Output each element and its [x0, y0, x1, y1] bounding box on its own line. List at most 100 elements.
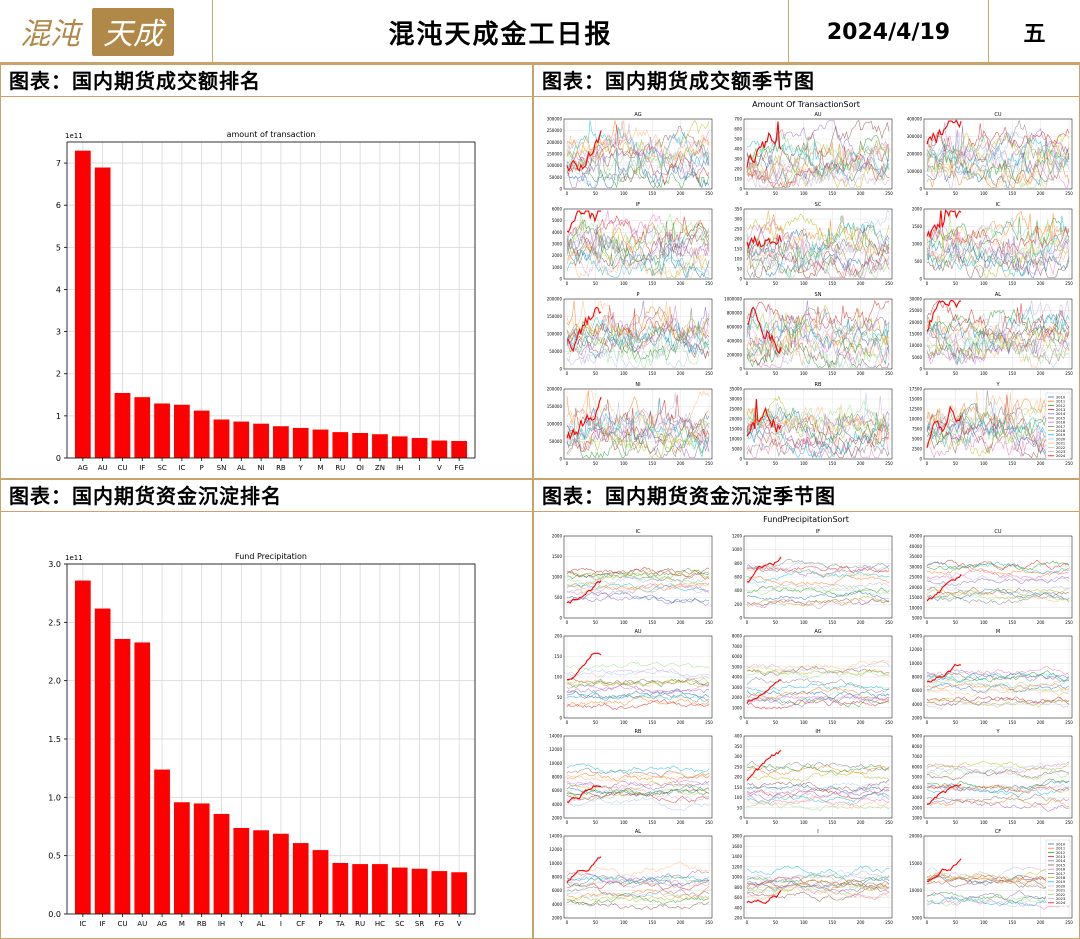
series-line-2017 — [926, 119, 1070, 164]
series-line-2012 — [566, 893, 710, 907]
x-tick-label: P — [318, 920, 322, 928]
x-tick-label: 200 — [677, 620, 685, 625]
y-tick-label: 200000 — [547, 140, 563, 145]
series-line-2015 — [746, 665, 890, 676]
series-line-2019 — [566, 583, 710, 593]
y-tick-label: 17500 — [909, 387, 922, 392]
legend-label: 2019 — [1056, 880, 1066, 884]
series-line-2022 — [926, 335, 1070, 364]
subplot-ni: NI 0 50000 100000 150000 200000 0 50 100 150 200 25… — [547, 382, 714, 466]
x-tick-label: 100 — [980, 191, 988, 196]
x-tick-label: IC — [178, 464, 185, 472]
subplot-title: SN — [815, 292, 822, 298]
x-tick-label: 0 — [566, 281, 569, 286]
series-line-2020 — [746, 869, 890, 885]
x-tick-label: CU — [117, 920, 127, 928]
x-tick-label: 200 — [1037, 281, 1045, 286]
series-line-2020 — [566, 151, 710, 188]
y-tick-label: 2000 — [912, 805, 923, 810]
series-line-2021 — [926, 590, 1070, 603]
series-line-2016 — [566, 417, 710, 450]
x-tick-label: 200 — [1037, 461, 1045, 466]
x-tick-label: 50 — [773, 720, 779, 725]
plot-frame — [923, 388, 1073, 460]
bar-au — [94, 167, 112, 459]
series-line-2017 — [566, 767, 710, 779]
series-line-2013 — [926, 559, 1070, 570]
series-line-2018 — [566, 570, 710, 581]
bar-fg — [450, 440, 468, 459]
subplot-if: IF 0 1000 2000 3000 4000 5000 6000 0 50 100 150 200 2… — [552, 202, 713, 286]
y-tick-label: 50000 — [549, 439, 562, 444]
subplot-au: AU 0 100 200 300 400 500 600 700 0 50 100 150 200 250 — [734, 112, 893, 196]
y-tick-label: 10000 — [549, 861, 562, 866]
subplot-title: AU — [634, 629, 641, 635]
series-line-2014 — [566, 300, 710, 341]
y-tick-label: 100 — [734, 795, 742, 800]
series-line-2020 — [746, 329, 890, 369]
x-tick-label: 150 — [828, 620, 836, 625]
y-tick-label: 0 — [559, 187, 562, 192]
series-line-2011 — [746, 574, 890, 586]
series-line-2014 — [746, 881, 890, 893]
series-line-2012 — [926, 891, 1070, 904]
series-line-2020 — [566, 576, 710, 587]
x-tick-label: FG — [454, 464, 463, 472]
series-line-2014 — [566, 594, 710, 606]
y-tick-label: 400000 — [727, 339, 743, 344]
x-tick-label: 50 — [953, 371, 959, 376]
y-tick-label: 1000 — [732, 875, 743, 880]
subplot-sn: SN 0 200000 400000 600000 800000 1000000 0 50 100… — [724, 292, 893, 376]
y-tick-label: 5000 — [912, 775, 923, 780]
series-line-2023 — [566, 667, 710, 680]
series-line-2022 — [927, 764, 1070, 781]
legend-label: 2016 — [1056, 868, 1066, 872]
series-line-2020 — [926, 216, 1070, 256]
x-tick-label: NI — [257, 464, 264, 472]
bar-ic — [74, 580, 92, 915]
series-line-2024 — [746, 399, 782, 437]
y-tick-label: 50 — [737, 805, 743, 810]
series-line-2022 — [566, 574, 710, 585]
y-tick-label: 2 — [56, 370, 61, 379]
bar-al — [232, 421, 250, 459]
series-line-2022 — [567, 328, 710, 368]
series-line-2022 — [926, 679, 1070, 694]
series-line-2012 — [566, 317, 710, 361]
bar-rb — [272, 425, 290, 459]
series-line-2023 — [566, 120, 710, 175]
x-tick-label: 0 — [566, 920, 569, 925]
series-line-2012 — [926, 670, 1070, 683]
x-tick-label: 250 — [1065, 191, 1073, 196]
series-line-2022 — [746, 670, 890, 679]
series-line-2015 — [926, 252, 1070, 279]
x-tick-label: 0 — [746, 620, 749, 625]
x-tick-label: 150 — [648, 720, 656, 725]
plot-frame — [563, 735, 713, 819]
series-line-2015 — [746, 779, 890, 792]
series-line-2020 — [746, 561, 890, 574]
series-line-2024 — [746, 556, 782, 583]
bar-cu — [114, 392, 131, 459]
y-tick-label: 0 — [739, 277, 742, 282]
series-line-2016 — [566, 779, 710, 789]
y-tick-label: 15000 — [729, 427, 742, 432]
series-line-2015 — [566, 788, 710, 799]
chart-title: amount of transaction — [227, 130, 316, 139]
y-tick-label: 3 — [56, 328, 61, 337]
y-tick-label: 4000 — [732, 675, 743, 680]
x-tick-label: 200 — [1037, 371, 1045, 376]
x-tick-label: 100 — [800, 920, 808, 925]
y-tick-label: 300 — [734, 754, 742, 759]
series-line-2011 — [926, 683, 1070, 691]
y-tick-label: 350 — [734, 207, 742, 212]
x-tick-label: Y — [238, 920, 244, 928]
x-tick-label: 50 — [773, 920, 779, 925]
bar-ag — [74, 150, 92, 459]
x-tick-label: CU — [117, 464, 127, 472]
series-line-2019 — [926, 672, 1070, 683]
x-tick-label: 100 — [980, 620, 988, 625]
y-tick-label: 4000 — [552, 230, 563, 235]
bar-cu — [114, 638, 131, 915]
series-line-2024 — [746, 121, 782, 168]
